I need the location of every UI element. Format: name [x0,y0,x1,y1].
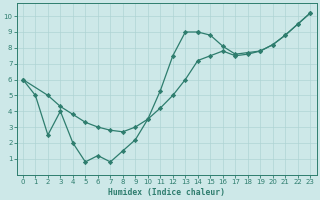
X-axis label: Humidex (Indice chaleur): Humidex (Indice chaleur) [108,188,225,197]
